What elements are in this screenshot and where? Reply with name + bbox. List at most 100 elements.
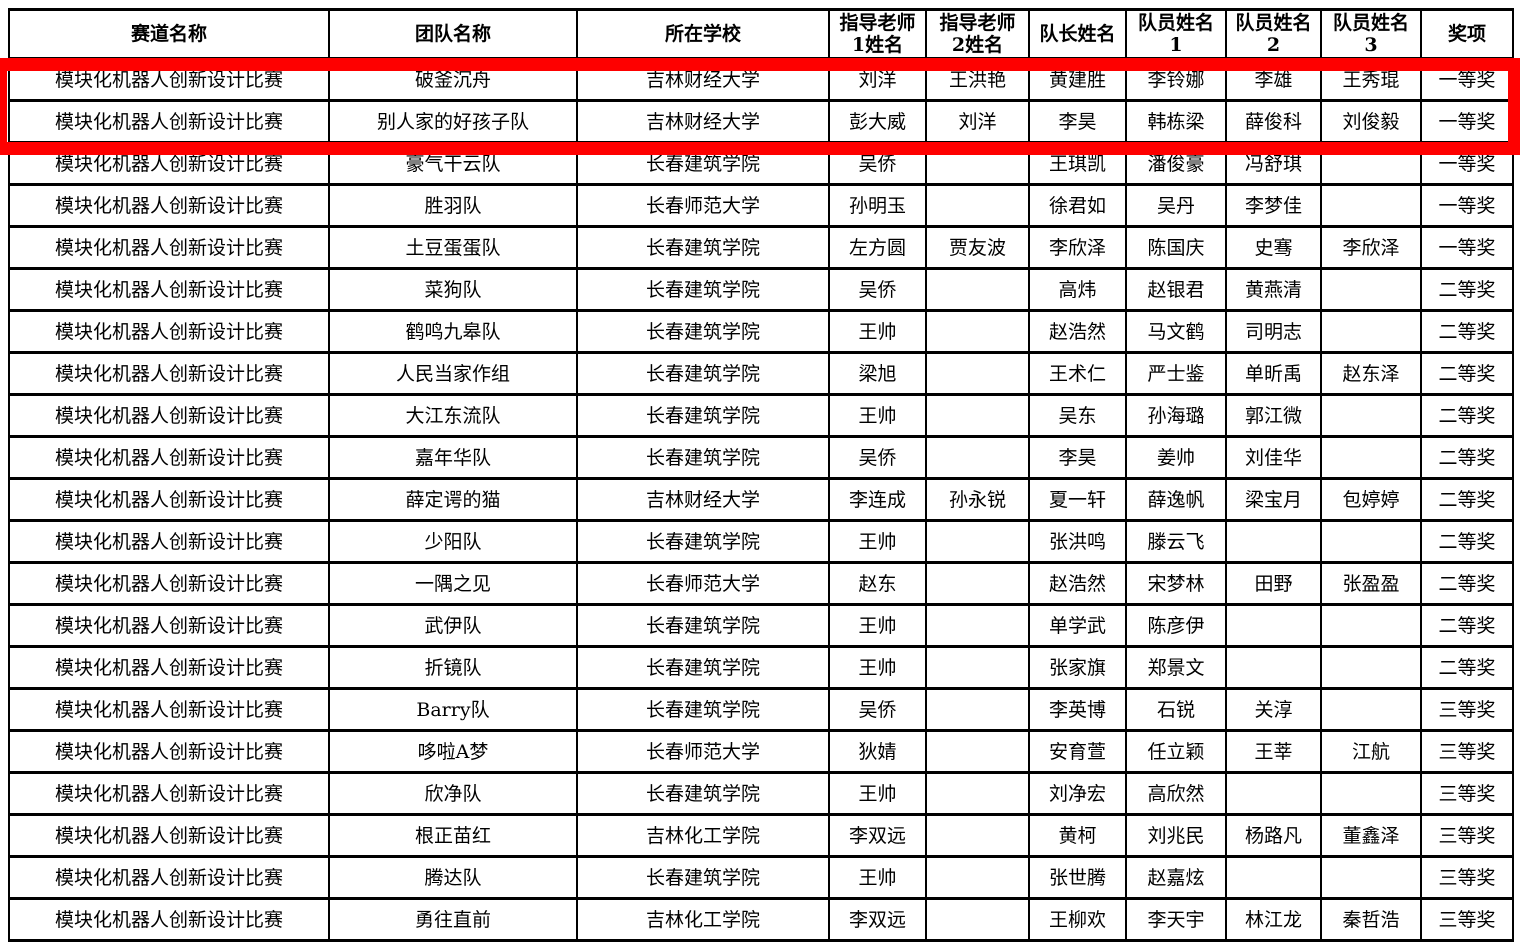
cell	[1320, 435, 1422, 480]
cell: 模块化机器人创新设计比赛	[8, 477, 330, 522]
cell: 长春建筑学院	[576, 267, 830, 312]
cell: 田野	[1225, 561, 1322, 606]
cell: 孙永锐	[925, 477, 1030, 522]
cell: 长春建筑学院	[576, 687, 830, 732]
cell: 史骞	[1225, 225, 1322, 270]
cell: 鹤鸣九皋队	[328, 309, 578, 354]
cell: 赵银君	[1125, 267, 1227, 312]
cell: 吴丹	[1125, 183, 1227, 228]
cell: 根正苗红	[328, 813, 578, 858]
cell: 刘净宏	[1028, 771, 1127, 816]
cell: 三等奖	[1420, 729, 1514, 774]
cell	[925, 687, 1030, 732]
cell: 刘洋	[828, 57, 927, 102]
cell: 破釜沉舟	[328, 57, 578, 102]
cell: 单昕禹	[1225, 351, 1322, 396]
cell: 高炜	[1028, 267, 1127, 312]
cell: 董鑫泽	[1320, 813, 1422, 858]
cell: 吉林财经大学	[576, 477, 830, 522]
cell: 长春建筑学院	[576, 645, 830, 690]
cell: 王帅	[828, 855, 927, 900]
cell: 李英博	[1028, 687, 1127, 732]
awards-table: 赛道名称 团队名称 所在学校 指导老师 1姓名 指导老师 2姓名 队长姓名 队员姓名 1 队员…	[8, 8, 1514, 942]
cell: 吉林化工学院	[576, 813, 830, 858]
cell: 人民当家作组	[328, 351, 578, 396]
cell	[925, 267, 1030, 312]
cell: 张家旗	[1028, 645, 1127, 690]
cell: 少阳队	[328, 519, 578, 564]
cell: 李天宇	[1125, 897, 1227, 942]
cell: 吴侨	[828, 267, 927, 312]
cell: 模块化机器人创新设计比赛	[8, 435, 330, 480]
cell: 姜帅	[1125, 435, 1227, 480]
cell	[1320, 645, 1422, 690]
cell: 王琪凯	[1028, 141, 1127, 186]
column-header: 队长姓名	[1028, 8, 1127, 60]
cell: Barry队	[328, 687, 578, 732]
cell: 别人家的好孩子队	[328, 99, 578, 144]
cell: 模块化机器人创新设计比赛	[8, 309, 330, 354]
cell: 江航	[1320, 729, 1422, 774]
cell: 梁旭	[828, 351, 927, 396]
cell: 赵嘉炫	[1125, 855, 1227, 900]
cell	[925, 183, 1030, 228]
cell: 模块化机器人创新设计比赛	[8, 645, 330, 690]
cell: 模块化机器人创新设计比赛	[8, 267, 330, 312]
cell: 模块化机器人创新设计比赛	[8, 141, 330, 186]
cell: 狄婧	[828, 729, 927, 774]
cell: 王帅	[828, 519, 927, 564]
cell: 王莘	[1225, 729, 1322, 774]
column-header: 团队名称	[328, 8, 578, 60]
cell: 一等奖	[1420, 183, 1514, 228]
cell: 李雄	[1225, 57, 1322, 102]
cell	[925, 645, 1030, 690]
table-row: 模块化机器人创新设计比赛 薛定谔的猫 吉林财经大学 李连成 孙永锐 夏一轩 薛逸帆 梁宝月 包婷…	[8, 477, 1514, 522]
cell: 长春建筑学院	[576, 603, 830, 648]
cell: 刘佳华	[1225, 435, 1322, 480]
cell: 菜狗队	[328, 267, 578, 312]
cell: 吉林财经大学	[576, 99, 830, 144]
table-row: 模块化机器人创新设计比赛 哆啦A梦 长春师范大学 狄婧 安育萱 任立颖 王莘 江航 三等奖	[8, 729, 1514, 774]
cell: 王柳欢	[1028, 897, 1127, 942]
cell	[925, 729, 1030, 774]
cell: 长春建筑学院	[576, 309, 830, 354]
cell: 模块化机器人创新设计比赛	[8, 771, 330, 816]
cell: 长春建筑学院	[576, 435, 830, 480]
cell: 欣净队	[328, 771, 578, 816]
cell: 李欣泽	[1028, 225, 1127, 270]
cell	[925, 309, 1030, 354]
cell: 嘉年华队	[328, 435, 578, 480]
cell: 腾达队	[328, 855, 578, 900]
cell: 冯舒琪	[1225, 141, 1322, 186]
cell: 安育萱	[1028, 729, 1127, 774]
cell: 二等奖	[1420, 645, 1514, 690]
cell: 韩栋梁	[1125, 99, 1227, 144]
cell: 王帅	[828, 771, 927, 816]
cell: 吉林化工学院	[576, 897, 830, 942]
cell	[1320, 267, 1422, 312]
cell: 刘洋	[925, 99, 1030, 144]
cell: 二等奖	[1420, 309, 1514, 354]
cell: 包婷婷	[1320, 477, 1422, 522]
header-row: 赛道名称 团队名称 所在学校 指导老师 1姓名 指导老师 2姓名 队长姓名 队员姓名 1 队员…	[8, 8, 1514, 60]
cell: 李连成	[828, 477, 927, 522]
column-header: 所在学校	[576, 8, 830, 60]
cell: 模块化机器人创新设计比赛	[8, 855, 330, 900]
table-row: 模块化机器人创新设计比赛 Barry队 长春建筑学院 吴侨 李英博 石锐 关淳 三等奖	[8, 687, 1514, 732]
cell: 折镜队	[328, 645, 578, 690]
cell: 刘兆民	[1125, 813, 1227, 858]
cell	[1320, 183, 1422, 228]
cell: 彭大威	[828, 99, 927, 144]
cell: 土豆蛋蛋队	[328, 225, 578, 270]
cell: 严士鉴	[1125, 351, 1227, 396]
cell: 模块化机器人创新设计比赛	[8, 687, 330, 732]
cell: 关淳	[1225, 687, 1322, 732]
cell: 王洪艳	[925, 57, 1030, 102]
cell	[1320, 141, 1422, 186]
cell: 长春建筑学院	[576, 351, 830, 396]
cell: 长春师范大学	[576, 561, 830, 606]
cell	[1225, 519, 1322, 564]
cell: 孙明玉	[828, 183, 927, 228]
cell: 吴侨	[828, 435, 927, 480]
cell	[1320, 771, 1422, 816]
